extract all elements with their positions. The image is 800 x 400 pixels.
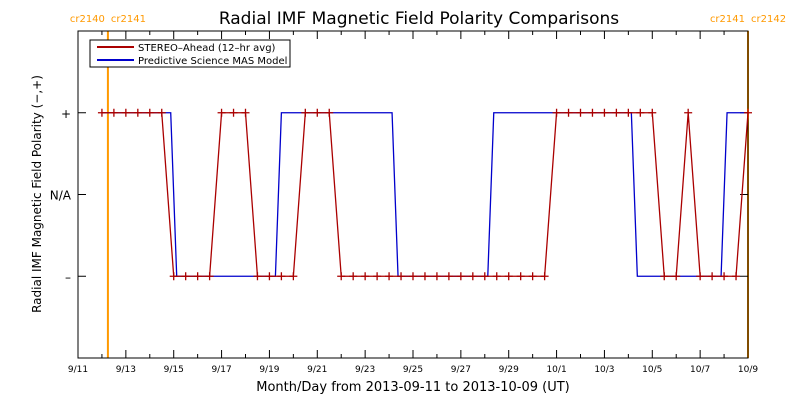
x-tick-label: 9/19 bbox=[259, 365, 279, 375]
series-point-0 bbox=[480, 272, 489, 281]
legend: STEREO–Ahead (12–hr avg) Predictive Scie… bbox=[89, 39, 291, 68]
x-tick-label: 10/5 bbox=[642, 365, 662, 375]
series-point-0 bbox=[337, 272, 346, 281]
series-point-0 bbox=[205, 272, 214, 281]
series-point-0 bbox=[253, 272, 262, 281]
series-point-0 bbox=[516, 272, 525, 281]
series-point-0 bbox=[660, 272, 669, 281]
series-point-0 bbox=[684, 108, 693, 117]
series-point-0 bbox=[145, 108, 154, 117]
series-point-0 bbox=[241, 108, 250, 117]
y-tick-label: – bbox=[65, 270, 71, 284]
series-point-0 bbox=[193, 272, 202, 281]
y-tick-label: + bbox=[61, 107, 71, 121]
series-point-0 bbox=[600, 108, 609, 117]
series-point-0 bbox=[313, 108, 322, 117]
series-point-0 bbox=[325, 108, 334, 117]
series-point-0 bbox=[301, 108, 310, 117]
x-tick-label: 10/3 bbox=[594, 365, 614, 375]
series-point-0 bbox=[696, 272, 705, 281]
series-point-0 bbox=[409, 272, 417, 281]
series-point-0 bbox=[672, 272, 681, 281]
series-point-0 bbox=[432, 272, 441, 281]
series-point-0 bbox=[612, 108, 621, 117]
series-point-0 bbox=[648, 108, 657, 117]
series-point-0 bbox=[636, 108, 645, 117]
plot-frame bbox=[77, 30, 749, 359]
series-point-0 bbox=[133, 108, 142, 117]
series-point-0 bbox=[277, 272, 286, 281]
series-point-0 bbox=[732, 272, 741, 281]
legend-label-stereo: STEREO–Ahead (12–hr avg) bbox=[138, 43, 276, 54]
series-point-0 bbox=[564, 108, 573, 117]
x-tick-label: 9/21 bbox=[307, 365, 327, 375]
series-point-0 bbox=[420, 272, 429, 281]
series-point-0 bbox=[181, 272, 190, 281]
x-tick-label: 9/29 bbox=[499, 365, 519, 375]
x-tick-label: 9/27 bbox=[451, 365, 471, 375]
series-point-0 bbox=[744, 108, 752, 117]
series-point-0 bbox=[121, 108, 130, 117]
series-point-0 bbox=[217, 108, 226, 117]
x-tick-label: 9/23 bbox=[355, 365, 375, 375]
series-point-0 bbox=[720, 272, 729, 281]
x-tick-label: 10/1 bbox=[546, 365, 566, 375]
y-axis-label: Radial IMF Magnetic Field Polarity (−,+) bbox=[30, 75, 44, 313]
series-point-0 bbox=[397, 272, 406, 281]
series-line-0 bbox=[101, 112, 749, 277]
x-tick-label: 10/9 bbox=[738, 365, 758, 375]
legend-box bbox=[89, 39, 291, 68]
series-point-0 bbox=[349, 272, 358, 281]
series-point-0 bbox=[540, 272, 549, 281]
series-point-0 bbox=[588, 108, 597, 117]
x-tick-label: 9/25 bbox=[403, 365, 423, 375]
series-point-0 bbox=[109, 108, 118, 117]
series-point-0 bbox=[444, 272, 453, 281]
x-axis: 9/11 9/13 9/15 9/17 9/19 9/21 9/23 9/25 9/27 9/29… bbox=[68, 31, 758, 375]
series-point-0 bbox=[229, 108, 238, 117]
y-axis: + N/A – bbox=[50, 107, 748, 284]
y-tick-label: N/A bbox=[50, 189, 72, 203]
series-point-0 bbox=[492, 272, 501, 281]
x-tick-label: 9/15 bbox=[164, 365, 184, 375]
series-point-0 bbox=[289, 272, 298, 281]
series-point-0 bbox=[576, 108, 585, 117]
x-axis-label: Month/Day from 2013-09-11 to 2013-10-09 … bbox=[256, 380, 569, 395]
series-point-0 bbox=[265, 272, 274, 281]
series-line-1 bbox=[101, 112, 748, 277]
series-point-0 bbox=[468, 272, 477, 281]
legend-label-mas: Predictive Science MAS Model bbox=[138, 56, 287, 67]
series-point-0 bbox=[169, 272, 178, 281]
series-point-0 bbox=[97, 108, 106, 117]
chart-title: Radial IMF Magnetic Field Polarity Compa… bbox=[219, 9, 619, 29]
x-tick-label: 10/7 bbox=[690, 365, 710, 375]
series-point-0 bbox=[504, 272, 513, 281]
series-point-0 bbox=[361, 272, 370, 281]
series-point-0 bbox=[157, 108, 166, 117]
series-point-0 bbox=[624, 108, 633, 117]
series-point-0 bbox=[708, 272, 717, 281]
series-point-0 bbox=[552, 108, 561, 117]
carrington-label-left-0: cr2140 bbox=[70, 14, 105, 25]
x-tick-label: 9/13 bbox=[116, 365, 136, 375]
x-tick-label: 9/17 bbox=[211, 365, 231, 375]
carrington-label-right-0: cr2141 bbox=[111, 14, 146, 25]
series-layer bbox=[97, 108, 752, 281]
series-point-0 bbox=[528, 272, 537, 281]
series-point-0 bbox=[385, 272, 394, 281]
carrington-label-right-1: cr2142 bbox=[751, 14, 786, 25]
series-point-0 bbox=[456, 272, 465, 281]
carrington-label-left-1: cr2141 bbox=[710, 14, 745, 25]
series-point-0 bbox=[373, 272, 382, 281]
x-tick-label: 9/11 bbox=[68, 365, 88, 375]
